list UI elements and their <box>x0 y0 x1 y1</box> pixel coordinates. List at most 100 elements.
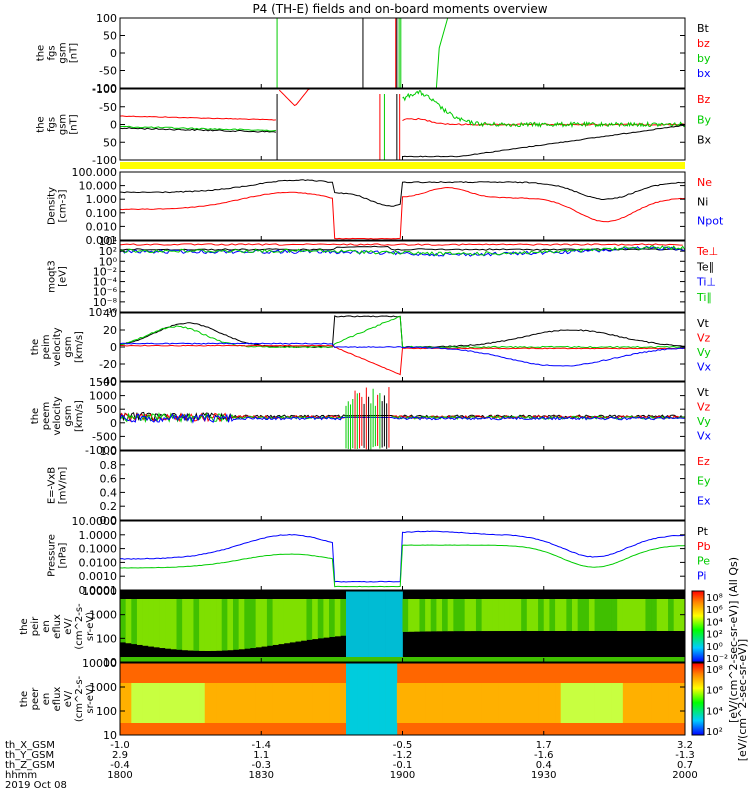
spectrogram-peer-cell <box>362 663 369 735</box>
spectrogram-peir-cell <box>588 599 595 632</box>
spectrogram-peer-cell <box>312 683 319 723</box>
spectrogram-peer-cell <box>396 683 403 723</box>
trace-vz <box>120 344 686 376</box>
spectrogram-peer-cell <box>153 683 160 723</box>
y-axis-label-peer: sr-eV) <box>85 684 96 713</box>
spectrogram-peir-cell <box>413 599 420 632</box>
spectrogram-peer-cell <box>351 663 358 735</box>
spectrogram-peir-cell <box>391 591 398 662</box>
trace-peem <box>119 412 685 424</box>
spectrogram-peer-cell <box>549 683 556 723</box>
spectrogram-peir-cell <box>295 599 302 642</box>
y-axis-label-peir: peir <box>30 616 41 636</box>
colorbar-tick-label: 10⁶ <box>706 686 723 697</box>
y-tick-label: -20 <box>99 358 117 371</box>
spectrogram-peer-cell <box>442 683 449 723</box>
y-axis-labels: the fgs gsm [nT]the fgs gsm [nT]Density [cm-3]m… <box>19 42 96 722</box>
spectrogram-peer-cell <box>170 683 177 723</box>
y-tick-label: 0.1000 <box>79 543 118 556</box>
ephemeris-value: 1800 <box>107 770 132 781</box>
spectrogram-peer-cell <box>187 683 194 723</box>
spectrogram-peer-cell <box>120 683 126 723</box>
y-axis-label-fgs2: the <box>36 116 47 132</box>
spectrogram-peir-cell <box>538 599 545 632</box>
spectrogram-peir-cell <box>312 599 319 640</box>
y-tick-label: 10⁻⁴ <box>93 276 118 289</box>
colorbar-1 <box>691 590 705 663</box>
y-tick-label: -40 <box>99 375 117 388</box>
colorbar-tick-label: 10⁴ <box>706 617 723 628</box>
y-axis-label-fgs: gsm <box>58 42 69 63</box>
y-axis-label-efield: E=-VxB <box>47 467 58 504</box>
spectrogram-peer-cell <box>470 683 477 723</box>
spectrogram-peir-cell <box>583 599 590 632</box>
legend-entry-peem: Vx <box>697 430 712 443</box>
y-tick-label: -1000 <box>85 444 117 457</box>
spectrogram-peer-cell <box>272 683 279 723</box>
y-tick-label: 0 <box>110 119 117 132</box>
y-tick-label: 1000 <box>89 390 117 403</box>
spectrogram-peer-cell <box>679 683 686 723</box>
spectrogram-peir-cell <box>560 599 567 632</box>
spectrogram-peer-cell <box>425 683 432 723</box>
spectrogram-peer-cell <box>611 683 618 723</box>
spectrogram-peir-cell <box>662 599 669 631</box>
ephemeris-value: -1.0 <box>110 740 130 751</box>
spectrogram-peer-cell <box>402 683 409 723</box>
spectrogram-peer-cell <box>295 683 302 723</box>
spectrogram-peer-cell <box>357 663 364 735</box>
legend-entry-density: Npot <box>697 215 724 228</box>
spectrogram-peir-cell <box>419 599 426 632</box>
ephemeris-value: 1830 <box>249 770 274 781</box>
y-tick-label: 10000 <box>82 585 117 598</box>
spectrogram-peir-cell <box>193 599 200 651</box>
spectrogram-peir-cell <box>622 599 629 631</box>
spectrogram-peir-cell <box>577 599 584 632</box>
y-axis-label-peim: gsm <box>63 336 74 357</box>
y-tick-label: 0.001 <box>86 234 118 247</box>
spectrogram-peir-cell <box>346 591 352 662</box>
y-axis-label-peem: gsm <box>63 405 74 426</box>
spectrogram-peer-cell <box>216 683 223 723</box>
spectrogram-peer-cell <box>204 683 211 723</box>
spectrogram-peer-cell <box>278 683 285 723</box>
spectrogram-peir-cell <box>210 599 217 651</box>
ephemeris-value: -0.5 <box>393 740 413 751</box>
trace-bx <box>402 124 686 158</box>
spectrogram-peir-cell <box>673 599 680 631</box>
ephemeris-value: -0.3 <box>251 760 271 771</box>
legend-entry-peim: Vx <box>697 361 712 374</box>
colorbar-2 <box>691 662 705 736</box>
y-tick-label: 10⁰ <box>99 255 118 268</box>
spectrogram-peir-cell <box>475 599 482 632</box>
spectrogram-peer-cell <box>329 683 336 723</box>
y-tick-label: 1.0000 <box>79 529 118 542</box>
y-axis-label-peem: velocity <box>52 396 63 435</box>
y-axis-label-peir: eV/ <box>63 618 74 635</box>
spectrogram-peir-cell <box>526 599 533 632</box>
spectrogram-peir-cell <box>470 599 477 632</box>
ephemeris-label: th_X_GSM <box>5 740 55 751</box>
y-tick-label: 100.000 <box>72 166 118 179</box>
trace-bx <box>119 127 277 133</box>
spectrogram-peer-cell <box>453 683 460 723</box>
y-axis-label-peer: eV/ <box>63 690 74 707</box>
y-tick-label: 40 <box>103 307 117 320</box>
spectrogram-peer-cell <box>419 683 426 723</box>
y-tick-label: -50 <box>99 101 117 114</box>
ephemeris-value: -1.2 <box>393 750 413 761</box>
panel-frame-efield <box>119 450 686 521</box>
spectrogram-peir-cell <box>244 599 251 649</box>
colorbar-label: [eV/(cm^2-sec-sr-eV)] <box>736 639 749 761</box>
spectrogram-peer-cell <box>148 683 155 723</box>
y-tick-label: 10 <box>103 656 117 669</box>
legend-entry-pressure: Pe <box>697 555 710 568</box>
spectrogram-peir-cell <box>221 599 228 651</box>
y-tick-label: 0.0001 <box>79 584 118 597</box>
legend-entry-peim: Vy <box>697 346 711 359</box>
spectrogram-peir-cell <box>385 591 392 662</box>
date-label: 2019 Oct 08 <box>5 780 67 791</box>
spectrogram-peer-cell <box>560 683 567 723</box>
spectrogram-peer-cell <box>515 683 522 723</box>
spectrogram-peir-cell <box>317 599 324 639</box>
